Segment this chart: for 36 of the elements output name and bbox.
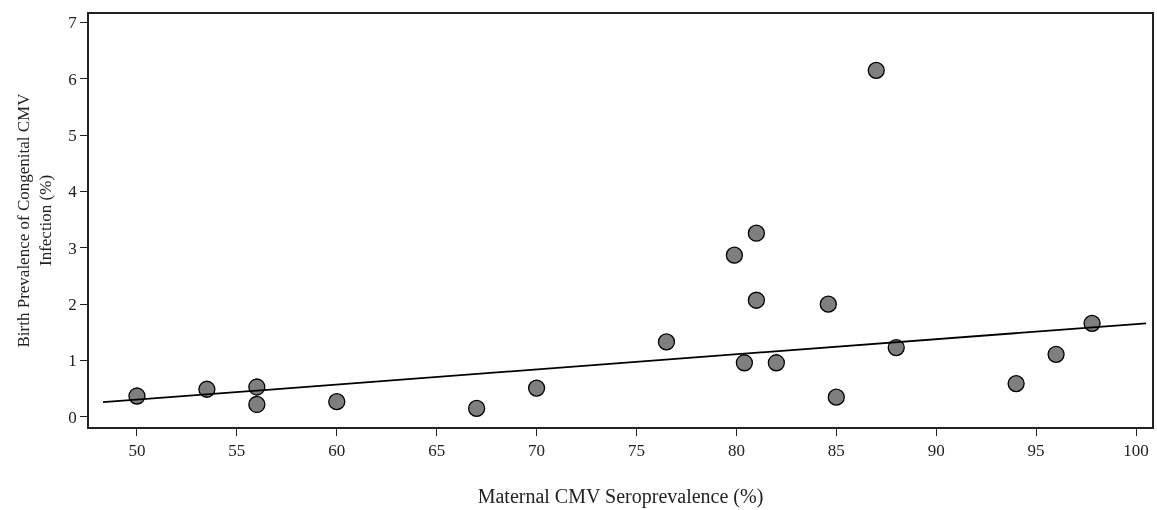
x-tick-label: 95 (1027, 441, 1045, 461)
point (1007, 374, 1025, 393)
point (468, 399, 486, 418)
point (527, 379, 546, 397)
y-tick-label: 5 (68, 126, 77, 146)
y-tick-label: 3 (68, 238, 77, 258)
point (735, 354, 754, 372)
y-tick-label: 0 (68, 407, 77, 427)
x-tick-label: 100 (1123, 441, 1149, 461)
point (747, 224, 766, 242)
point (819, 295, 837, 313)
x-tick-label: 70 (528, 441, 546, 461)
y-tick-label: 2 (68, 295, 77, 315)
x-tick-label: 50 (128, 441, 146, 461)
x-tick-label: 55 (228, 441, 246, 461)
point (867, 61, 885, 79)
x-tick-label: 60 (328, 441, 346, 461)
x-tick-label: 80 (727, 441, 745, 461)
x-tick-label: 85 (827, 441, 845, 461)
x-tick-label: 65 (428, 441, 446, 461)
y-tick-label: 4 (68, 182, 78, 202)
point (1047, 345, 1065, 363)
point (767, 354, 785, 372)
y-tick-label: 7 (68, 13, 78, 33)
point (328, 393, 346, 411)
y-tick-label: 1 (68, 351, 77, 371)
point (725, 246, 744, 264)
x-tick-label: 90 (927, 441, 945, 461)
y-axis-title: Birth Prevalence of Congenital CMV Infection (%) (14, 92, 56, 348)
x-axis-title: Maternal CMV Seroprevalence (%) (477, 485, 764, 509)
x-tick-label: 75 (627, 441, 645, 461)
y-tick-label: 6 (68, 69, 77, 89)
point (248, 395, 266, 414)
point (657, 333, 676, 351)
point (827, 388, 845, 406)
point (747, 291, 766, 309)
